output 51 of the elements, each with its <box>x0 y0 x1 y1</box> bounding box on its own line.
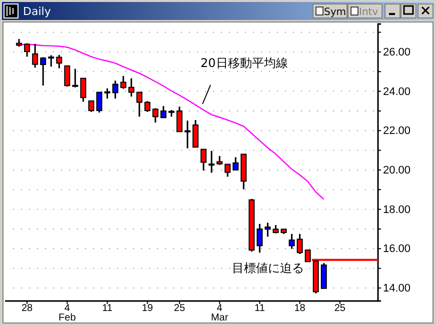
candlestick <box>320 262 327 290</box>
y-tick-label: 22.00 <box>383 125 411 138</box>
candlestick <box>152 107 158 124</box>
x-tick-label: 19 <box>142 303 154 314</box>
candlestick <box>192 119 199 148</box>
candlestick <box>296 233 303 255</box>
x-tick-label: 25 <box>334 303 346 314</box>
ref-line-label: 目標値に迫る <box>232 260 304 275</box>
candlestick <box>232 156 239 171</box>
y-tick-label: 26.00 <box>383 46 411 58</box>
y-tick-label: 14.00 <box>383 282 411 295</box>
candlestick <box>72 68 78 88</box>
candlestick <box>136 92 142 118</box>
candlestick <box>32 43 38 68</box>
y-tick-label: 16.00 <box>383 243 411 256</box>
candlestick <box>56 54 62 70</box>
candlestick <box>24 42 30 58</box>
y-tick-label: 24.00 <box>383 86 411 98</box>
x-tick-label: 25 <box>174 303 186 314</box>
text: 20日移動平均線 <box>200 56 288 70</box>
candlestick <box>120 75 126 90</box>
toggle-button: Sym <box>312 4 348 18</box>
candlestick <box>184 120 190 150</box>
y-tick-label: 20.00 <box>383 164 411 176</box>
candlestick <box>64 64 70 88</box>
x-tick-label: 4 Mar <box>210 303 229 324</box>
candlestick <box>96 92 102 114</box>
candlestick <box>88 100 94 113</box>
candlestick <box>48 54 54 68</box>
candlestick <box>264 222 271 238</box>
candlestick <box>176 106 182 132</box>
x-tick-label: 18 <box>294 303 306 314</box>
candlestick <box>144 100 150 113</box>
x-tick-label: 4 Feb <box>58 303 76 324</box>
candlestick <box>104 88 110 100</box>
x-tick-label: 11 <box>254 303 266 314</box>
candlestick <box>160 105 166 118</box>
y-tick-label: 18.00 <box>383 204 411 216</box>
candlestick <box>128 78 134 98</box>
toggle-button: Intv <box>348 4 382 18</box>
candlestick <box>208 150 215 174</box>
x-tick-label: 28 <box>21 303 34 314</box>
candlestick <box>200 148 207 172</box>
candlestick <box>40 56 46 86</box>
candlestick <box>224 164 231 178</box>
candlestick <box>80 78 86 102</box>
candlestick <box>256 223 263 254</box>
x-tick-label: 11 <box>102 303 113 314</box>
candlestick <box>288 233 295 250</box>
candlestick <box>112 80 118 100</box>
chart-title: Daily <box>23 5 52 18</box>
